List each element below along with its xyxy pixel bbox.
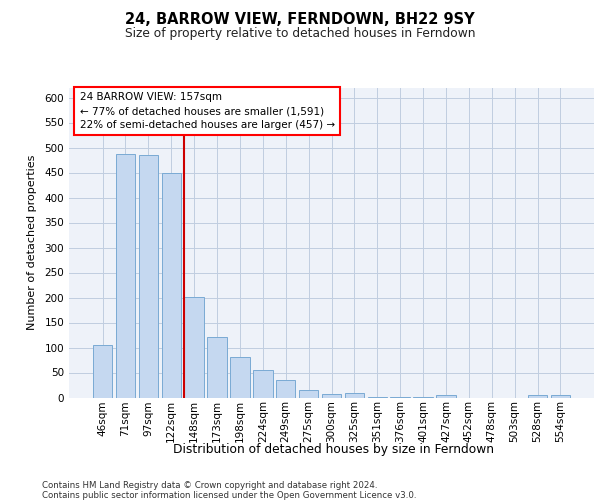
Bar xyxy=(253,370,272,398)
Bar xyxy=(230,356,250,398)
Bar xyxy=(551,394,570,398)
Text: Contains HM Land Registry data © Crown copyright and database right 2024.: Contains HM Land Registry data © Crown c… xyxy=(42,481,377,490)
Y-axis label: Number of detached properties: Number of detached properties xyxy=(28,155,37,330)
Bar xyxy=(528,394,547,398)
Bar xyxy=(139,155,158,398)
Text: 24 BARROW VIEW: 157sqm
← 77% of detached houses are smaller (1,591)
22% of semi-: 24 BARROW VIEW: 157sqm ← 77% of detached… xyxy=(79,92,335,130)
Bar xyxy=(184,296,204,398)
Bar xyxy=(368,396,387,398)
Bar xyxy=(391,396,410,398)
Text: Distribution of detached houses by size in Ferndown: Distribution of detached houses by size … xyxy=(173,442,494,456)
Bar xyxy=(344,392,364,398)
Bar xyxy=(276,380,295,398)
Text: Contains public sector information licensed under the Open Government Licence v3: Contains public sector information licen… xyxy=(42,491,416,500)
Text: Size of property relative to detached houses in Ferndown: Size of property relative to detached ho… xyxy=(125,28,475,40)
Bar xyxy=(299,390,319,398)
Bar xyxy=(322,394,341,398)
Bar xyxy=(436,395,455,398)
Bar xyxy=(116,154,135,398)
Bar xyxy=(413,396,433,398)
Text: 24, BARROW VIEW, FERNDOWN, BH22 9SY: 24, BARROW VIEW, FERNDOWN, BH22 9SY xyxy=(125,12,475,28)
Bar xyxy=(161,172,181,398)
Bar xyxy=(208,336,227,398)
Bar xyxy=(93,345,112,398)
